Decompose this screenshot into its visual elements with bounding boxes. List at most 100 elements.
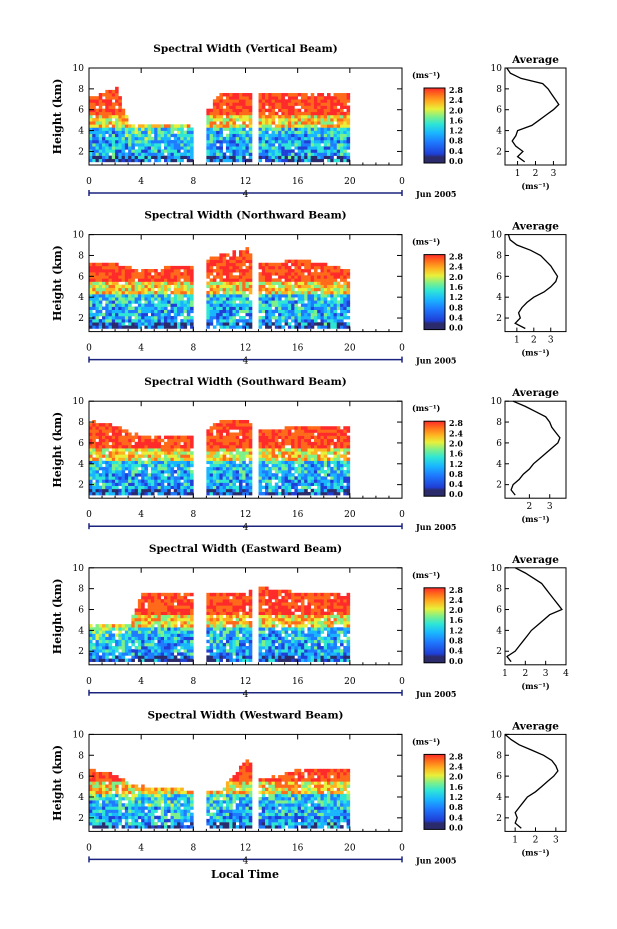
heatmap-cell — [313, 275, 318, 279]
heatmap-cell — [144, 158, 148, 163]
heatmap-cell — [336, 325, 341, 329]
heatmap-cell — [105, 655, 109, 659]
heatmap-cell — [147, 595, 152, 600]
heatmap-cell — [89, 633, 93, 637]
heatmap-cell — [167, 158, 171, 163]
heatmap-cell — [333, 485, 338, 490]
heatmap-cell — [340, 158, 344, 163]
heatmap-cell — [216, 124, 220, 128]
heatmap-cell — [111, 454, 116, 458]
heatmap-cell — [137, 639, 142, 644]
heatmap-cell — [242, 460, 246, 465]
heatmap-cell — [206, 130, 210, 135]
heatmap-cell — [124, 130, 129, 135]
heatmap-cell — [98, 290, 103, 295]
heatmap-cell — [98, 451, 103, 455]
heatmap-cell — [147, 322, 152, 326]
heatmap-cell — [242, 143, 246, 147]
heatmap-cell — [209, 466, 214, 471]
heatmap-cell — [89, 136, 93, 141]
heatmap-cell — [190, 463, 194, 468]
heatmap-cell — [258, 460, 263, 465]
heatmap-cell — [183, 485, 188, 490]
heatmap-cell — [219, 419, 223, 424]
heatmap-cell — [134, 636, 139, 641]
heatmap-cell — [150, 457, 155, 461]
date-label: Jun 2005 — [415, 522, 456, 532]
heatmap-cell — [291, 269, 295, 273]
heatmap-cell — [232, 309, 237, 314]
heatmap-cell — [330, 133, 334, 138]
heatmap-cell — [294, 306, 298, 310]
heatmap-cell — [225, 269, 230, 273]
heatmap-cell — [144, 633, 148, 637]
heatmap-cell — [333, 488, 338, 493]
heatmap-cell — [170, 595, 175, 600]
heatmap-cell — [154, 149, 158, 153]
heatmap-cell — [307, 105, 312, 109]
heatmap-cell — [115, 96, 119, 100]
heatmap-cell — [238, 457, 243, 461]
heatmap-cell — [222, 278, 227, 282]
heatmap-cell — [137, 617, 142, 622]
heatmap-cell — [320, 294, 325, 298]
heatmap-cell — [167, 294, 171, 298]
heatmap-cell — [281, 124, 285, 128]
heatmap-cell — [346, 303, 351, 307]
heatmap-cell — [173, 322, 178, 326]
panel-title: Spectral Width (Vertical Beam) — [153, 43, 337, 55]
heatmap-cell — [294, 482, 298, 486]
heatmap-cell — [105, 265, 109, 270]
heatmap-cell — [271, 290, 276, 295]
heatmap-cell — [336, 463, 341, 468]
heatmap-cell — [92, 111, 96, 116]
heatmap-cell — [307, 438, 312, 443]
heatmap-cell — [294, 259, 298, 264]
heatmap-cell — [137, 322, 142, 326]
heatmap-cell — [242, 269, 246, 273]
heatmap-cell — [278, 322, 282, 326]
heatmap-cell — [216, 146, 220, 150]
heatmap-cell — [278, 306, 282, 310]
heatmap-cell — [235, 105, 240, 109]
heatmap-cell — [118, 630, 122, 634]
heatmap-cell — [121, 303, 126, 307]
heatmap-cell — [323, 315, 328, 320]
heatmap-cell — [291, 278, 295, 282]
heatmap-cell — [333, 272, 338, 276]
heatmap-cell — [327, 457, 331, 461]
heatmap-cell — [271, 287, 276, 292]
heatmap-cell — [177, 491, 181, 496]
heatmap-cell — [258, 463, 263, 468]
heatmap-cell — [128, 146, 132, 150]
heatmap-cell — [98, 102, 103, 106]
heatmap-cell — [98, 294, 103, 298]
heatmap-cell — [291, 466, 295, 471]
heatmap-cell — [225, 108, 230, 113]
heatmap-cell — [304, 262, 308, 267]
heatmap-cell — [216, 426, 220, 430]
heatmap-cell — [141, 278, 145, 282]
heatmap-cell — [307, 155, 312, 160]
heatmap-cell — [229, 312, 233, 317]
heatmap-cell — [336, 448, 341, 452]
heatmap-cell — [235, 152, 240, 156]
heatmap-cell — [173, 482, 178, 486]
heatmap-cell — [238, 139, 243, 144]
heatmap-cell — [294, 448, 298, 452]
heatmap-cell — [304, 303, 308, 307]
heatmap-cell — [343, 143, 347, 147]
heatmap-cell — [115, 86, 119, 91]
heatmap-cell — [238, 281, 243, 285]
heatmap-cell — [134, 284, 139, 289]
heatmap-cell — [150, 325, 155, 329]
heatmap-cell — [274, 105, 279, 109]
heatmap-cell — [278, 93, 282, 97]
heatmap-cell — [330, 155, 334, 160]
heatmap-cell — [248, 454, 253, 458]
heatmap-cell — [134, 485, 139, 490]
heatmap-cell — [128, 136, 132, 141]
heatmap-cell — [150, 658, 155, 662]
heatmap-cell — [160, 491, 165, 496]
heatmap-cell — [330, 124, 334, 128]
